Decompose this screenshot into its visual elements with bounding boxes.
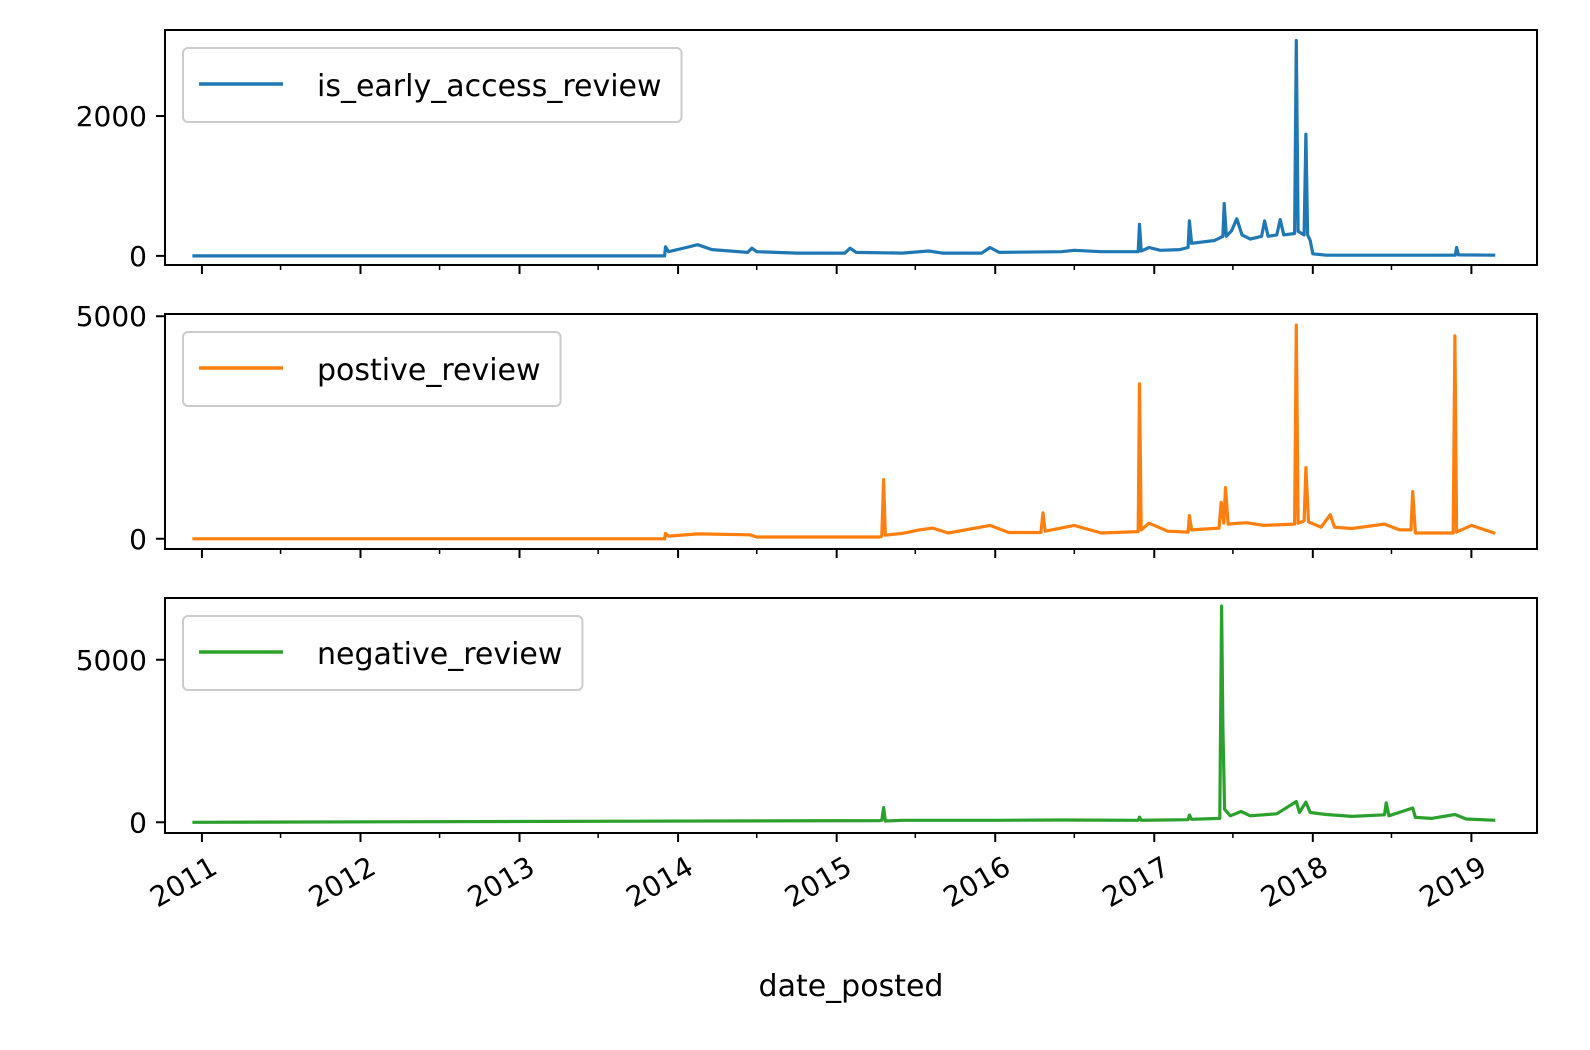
series-line-postive_review bbox=[192, 323, 1496, 541]
legend-negative_review: negative_review bbox=[182, 615, 584, 691]
subplot-postive_review: 0 5000 postive_review bbox=[76, 300, 1538, 558]
legend-box bbox=[182, 331, 562, 407]
x-tick-label: 2013 bbox=[462, 850, 540, 914]
x-tick-label: 2014 bbox=[621, 850, 699, 914]
legend-box bbox=[182, 615, 584, 691]
y-tick-label: 0 bbox=[129, 523, 147, 556]
legend-postive_review: postive_review bbox=[182, 331, 562, 407]
subplots: 0 2000 is_early_access_review 0 5000 postive_… bbox=[76, 29, 1538, 842]
y-tick-label: 2000 bbox=[76, 100, 147, 133]
x-tick-label: 2017 bbox=[1097, 850, 1175, 914]
y-tick-label: 5000 bbox=[76, 300, 147, 333]
x-axis: 2011 2012 2013 2014 2015 2016 2017 2018 2019 bbox=[144, 850, 1492, 914]
y-tick-label: 0 bbox=[129, 240, 147, 273]
subplot-negative_review: 0 5000 negative_review bbox=[76, 597, 1538, 842]
x-tick-label: 2012 bbox=[303, 850, 381, 914]
legend-is_early_access_review: is_early_access_review bbox=[182, 47, 683, 123]
x-tick-label: 2019 bbox=[1414, 850, 1492, 914]
legend-label: is_early_access_review bbox=[317, 69, 662, 104]
x-tick-label: 2011 bbox=[144, 850, 222, 914]
y-tick-label: 5000 bbox=[76, 644, 147, 677]
x-axis-title: date_posted bbox=[759, 969, 944, 1004]
series-line-negative_review bbox=[192, 604, 1496, 824]
x-tick-label: 2018 bbox=[1255, 850, 1333, 914]
plot-frame bbox=[164, 597, 1538, 834]
x-tick-label: 2016 bbox=[938, 850, 1016, 914]
y-tick-label: 0 bbox=[129, 806, 147, 839]
series-line-is_early_access_review bbox=[192, 38, 1496, 258]
x-tick-label: 2015 bbox=[779, 850, 857, 914]
subplot-is_early_access_review: 0 2000 is_early_access_review bbox=[76, 29, 1538, 274]
plot-frame bbox=[164, 29, 1538, 266]
plot-frame bbox=[164, 313, 1538, 550]
legend-box bbox=[182, 47, 683, 123]
legend-label: negative_review bbox=[317, 637, 562, 672]
legend-label: postive_review bbox=[317, 353, 541, 388]
